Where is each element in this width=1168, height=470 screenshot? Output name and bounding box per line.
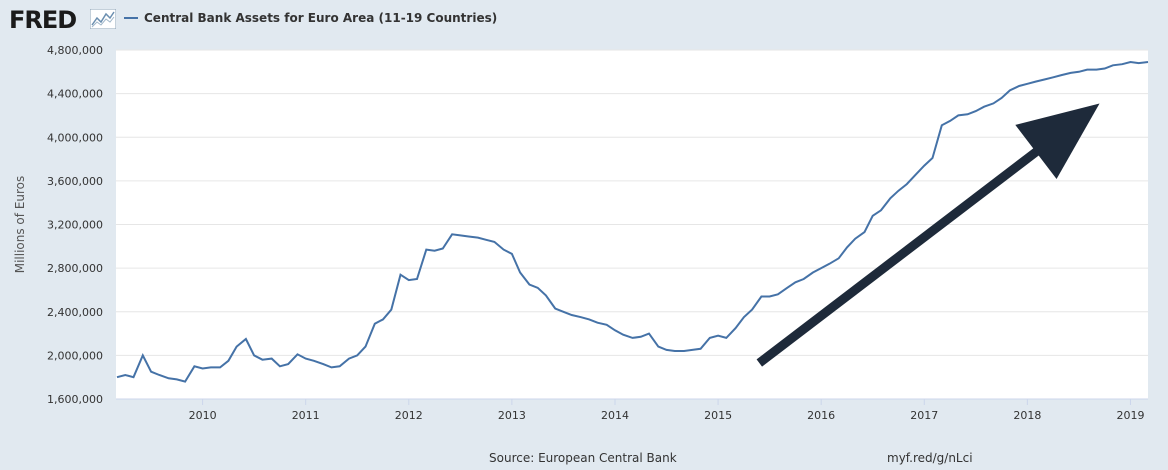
- y-tick-label: 4,400,000: [47, 88, 103, 101]
- y-tick-label: 2,800,000: [47, 262, 103, 275]
- x-tick-label: 2010: [189, 409, 217, 422]
- arrow-shaft: [756, 145, 1042, 367]
- y-tick-label: 1,600,000: [47, 393, 103, 406]
- x-tick-label: 2015: [704, 409, 732, 422]
- legend-label: Central Bank Assets for Euro Area (11-19…: [144, 11, 498, 25]
- y-axis-label: Millions of Euros: [13, 176, 27, 274]
- fred-logo[interactable]: FRED: [9, 6, 77, 34]
- trend-arrow-annotation: [756, 103, 1100, 367]
- y-axis: 1,600,000 2,000,000 2,400,000 2,800,000 3,20…: [47, 44, 103, 406]
- chart: 1,600,000 2,000,000 2,400,000 2,800,000 3,20…: [13, 44, 1149, 422]
- chart-legend[interactable]: Central Bank Assets for Euro Area (11-19…: [124, 11, 497, 25]
- y-tick-label: 3,200,000: [47, 219, 103, 232]
- y-tick-label: 2,400,000: [47, 306, 103, 319]
- x-tick-label: 2013: [498, 409, 526, 422]
- x-tick-label: 2019: [1116, 409, 1144, 422]
- x-tick-label: 2016: [807, 409, 835, 422]
- series-line-central-bank-assets[interactable]: [116, 60, 1149, 383]
- y-tick-label: 4,000,000: [47, 131, 103, 144]
- header: FRED Central Bank Assets for Euro Area (…: [0, 0, 1168, 40]
- x-tick-label: 2011: [292, 409, 320, 422]
- source-note: Source: European Central Bank: [489, 451, 677, 465]
- short-link[interactable]: myf.red/g/nLci: [887, 451, 973, 465]
- y-tick-label: 2,000,000: [47, 349, 103, 362]
- x-tick-label: 2012: [395, 409, 423, 422]
- trend-chart-icon: [90, 9, 116, 29]
- y-tick-label: 4,800,000: [47, 44, 103, 57]
- y-tick-label: 3,600,000: [47, 175, 103, 188]
- legend-swatch: [124, 17, 138, 19]
- x-tick-label: 2018: [1013, 409, 1041, 422]
- x-axis: 2010 2011 2012 2013 2014 2015 2016 2017 2018 2019: [116, 398, 1148, 422]
- x-tick-label: 2014: [601, 409, 629, 422]
- arrow-head: [1015, 103, 1100, 179]
- x-tick-label: 2017: [910, 409, 938, 422]
